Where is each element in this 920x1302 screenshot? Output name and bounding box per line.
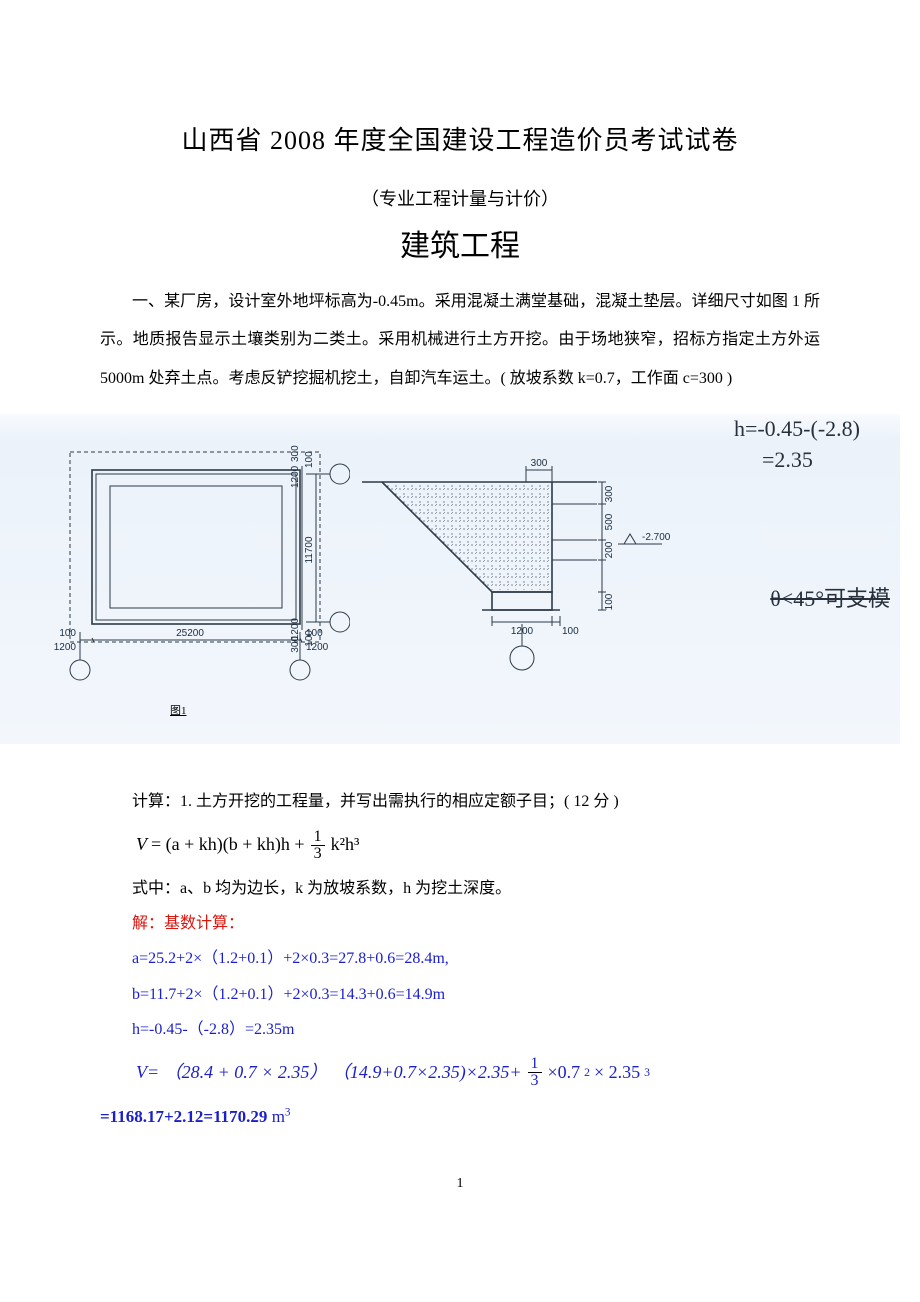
page: 山西省 2008 年度全国建设工程造价员考试试卷 （专业工程计量与计价） 建筑工… xyxy=(0,0,920,1232)
svg-text:1200: 1200 xyxy=(54,642,77,653)
solve-heading: 解：基数计算： xyxy=(100,906,820,941)
handwritten-calc-h: h=-0.45-(-2.8) =2.35 xyxy=(734,414,860,476)
plan-drawing: 25200 100 100 1200 1200 11700 100 100 30… xyxy=(40,422,350,718)
title-main: 山西省 2008 年度全国建设工程造价员考试试卷 xyxy=(100,120,820,157)
section-drawing: 300 500 200 100 300 -2.700 xyxy=(362,452,672,682)
calculation-section: 计算：1. 土方开挖的工程量，并写出需执行的相应定额子目；( 12 分 ) V … xyxy=(100,784,820,1136)
svg-text:500: 500 xyxy=(604,513,615,530)
svg-text:300: 300 xyxy=(290,636,301,653)
dim-plan-height: 11700 xyxy=(304,536,315,564)
calc-b: b=11.7+2×（1.2+0.1）+2×0.3=14.3+0.6=14.9m xyxy=(100,977,820,1012)
calc-h: h=-0.45-（-2.8）=2.35m xyxy=(100,1012,820,1047)
figure-caption: 图1 xyxy=(40,702,350,718)
svg-text:100: 100 xyxy=(59,628,76,639)
formula-volume: V = (a + kh)(b + kh)h + 1 3 k²h³ xyxy=(136,825,820,865)
calc-result: =1168.17+2.12=1170.29 m3 xyxy=(100,1098,820,1135)
svg-text:300: 300 xyxy=(531,458,548,469)
svg-text:100: 100 xyxy=(604,593,615,610)
svg-text:100: 100 xyxy=(304,630,315,647)
svg-text:200: 200 xyxy=(604,541,615,558)
svg-text:300: 300 xyxy=(604,485,615,502)
page-number: 1 xyxy=(100,1176,820,1192)
formula-explain: 式中：a、b 均为边长，k 为放坡系数，h 为挖土深度。 xyxy=(100,871,820,906)
svg-text:1200: 1200 xyxy=(290,465,301,488)
calc-intro: 计算：1. 土方开挖的工程量，并写出需执行的相应定额子目；( 12 分 ) xyxy=(100,784,820,819)
calc-v: V= （28.4 + 0.7 × 2.35） （14.9+0.7×2.35)×2… xyxy=(136,1053,820,1093)
title-subject: 建筑工程 xyxy=(100,221,820,265)
title-sub: （专业工程计量与计价） xyxy=(100,185,820,211)
figure-1: 25200 100 100 1200 1200 11700 100 100 30… xyxy=(0,414,900,744)
problem-statement: 一、某厂房，设计室外地坪标高为-0.45m。采用混凝土满堂基础，混凝土垫层。详细… xyxy=(100,283,820,398)
elevation-label: -2.700 xyxy=(642,532,671,543)
calc-a: a=25.2+2×（1.2+0.1）+2×0.3=27.8+0.6=28.4m, xyxy=(100,941,820,976)
handwritten-angle-note: θ<45°可支模 xyxy=(770,584,890,615)
svg-text:300: 300 xyxy=(290,445,301,462)
dim-plan-width: 25200 xyxy=(176,628,204,639)
svg-text:100: 100 xyxy=(562,626,579,637)
svg-text:100: 100 xyxy=(304,451,315,468)
